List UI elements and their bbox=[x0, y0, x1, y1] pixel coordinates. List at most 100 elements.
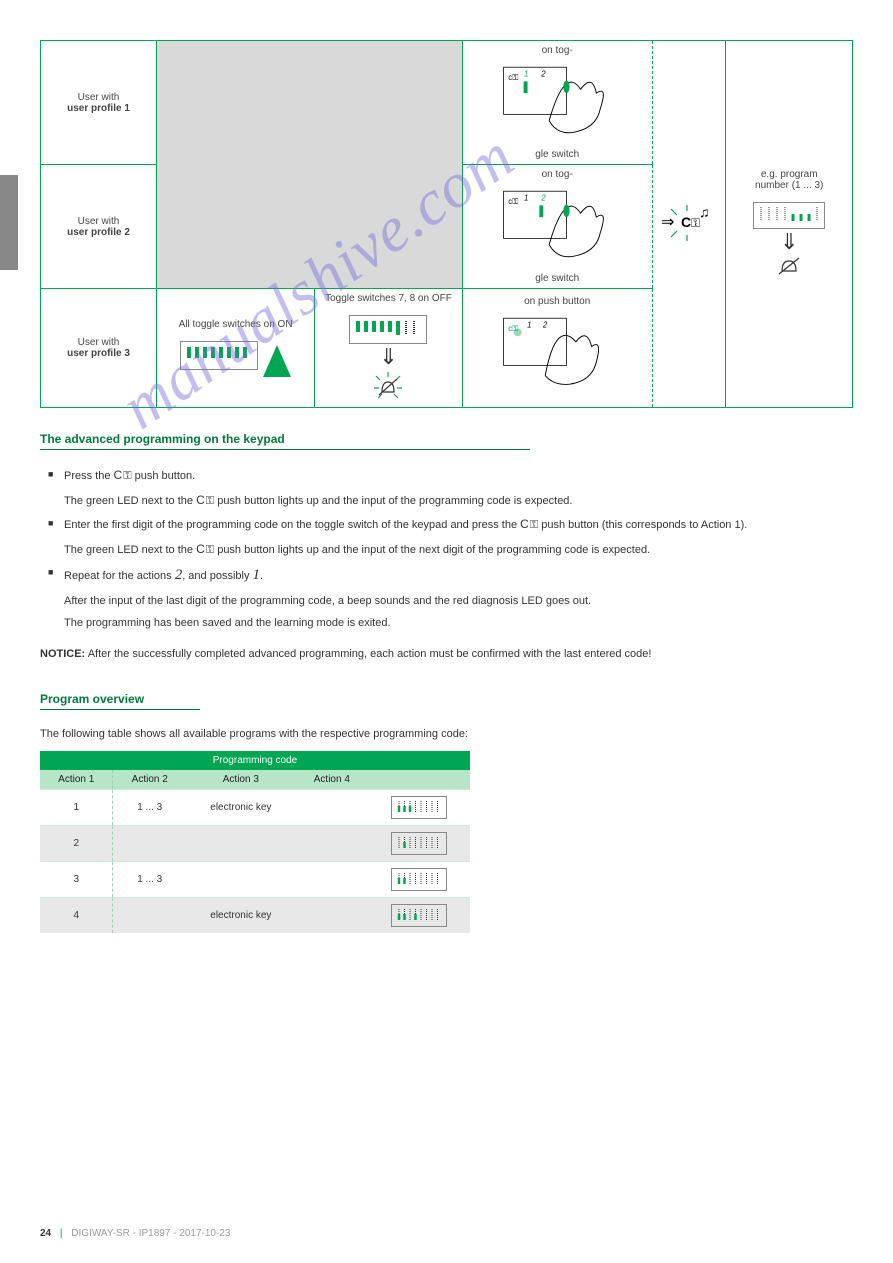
ckey-icon-2: C bbox=[196, 493, 214, 507]
grid-r2-caption-b: gle switch bbox=[535, 273, 579, 284]
svg-text:2: 2 bbox=[542, 321, 548, 330]
pt-sub-3: Action 3 bbox=[186, 770, 296, 790]
footer-divider: | bbox=[60, 1228, 63, 1239]
grid-r3-hand: on push button c⚿ 1 2 bbox=[462, 289, 652, 408]
mode-grid: User with user profile 1 on tog- c⚿ 1 2 … bbox=[40, 40, 853, 408]
pt-a1: 1 bbox=[40, 789, 113, 825]
s1-p1: Press the C push button. bbox=[40, 466, 790, 485]
grid-r1-caption-b: gle switch bbox=[535, 149, 579, 160]
grid-r2-hand: on tog- c⚿ 1 2 gle switch bbox=[462, 165, 652, 289]
grid-r2-label-b: user profile 2 bbox=[67, 227, 130, 238]
hand-push-icon: c⚿ 1 2 bbox=[502, 307, 612, 397]
grid-prog-a: e.g. program bbox=[761, 169, 818, 180]
program-table: Programming code Action 1 Action 2 Actio… bbox=[40, 751, 470, 933]
dip-example-icon bbox=[753, 202, 825, 229]
hand-toggle-1-icon: c⚿ 1 2 bbox=[502, 56, 612, 146]
grid-r3-caption: on push button bbox=[524, 296, 590, 307]
pt-header: Programming code bbox=[40, 751, 470, 770]
pt-a3 bbox=[186, 825, 296, 861]
pt-sub-2: Action 2 bbox=[113, 770, 186, 790]
notice-label: NOTICE: bbox=[40, 648, 85, 660]
grid-r3-allon: All toggle switches on ON bbox=[157, 289, 315, 408]
svg-text:⇒: ⇒ bbox=[661, 214, 674, 231]
section2-title: Program overview bbox=[40, 692, 200, 710]
svg-text:1: 1 bbox=[524, 70, 528, 79]
grid-r2-label-a: User with bbox=[78, 216, 120, 227]
pt-a2 bbox=[113, 825, 186, 861]
bell-radiate-icon bbox=[371, 370, 405, 400]
table-row: 2 bbox=[40, 825, 470, 861]
pt-sub-1: Action 1 bbox=[40, 770, 113, 790]
grid-prog-b: number (1 ... 3) bbox=[755, 180, 823, 191]
bell-crossed-icon bbox=[776, 255, 802, 277]
ckey-icon-3: C bbox=[520, 517, 538, 531]
svg-text:c⚿: c⚿ bbox=[508, 73, 518, 82]
page-content: User with user profile 1 on tog- c⚿ 1 2 … bbox=[0, 0, 893, 953]
grid-r2-caption-a: on tog- bbox=[542, 169, 573, 180]
grid-result-cell: ⇒ C ⚿ ♫ bbox=[652, 41, 726, 408]
svg-text:♫: ♫ bbox=[699, 204, 710, 220]
svg-text:1: 1 bbox=[527, 321, 531, 330]
pt-a2: 1 ... 3 bbox=[113, 789, 186, 825]
pt-a4 bbox=[296, 897, 368, 933]
grid-r3-78off-label: Toggle switches 7, 8 on OFF bbox=[325, 293, 452, 304]
svg-text:2: 2 bbox=[540, 70, 546, 79]
grid-r3-78off: Toggle switches 7, 8 on OFF ⇓ bbox=[315, 289, 463, 408]
pt-a1: 4 bbox=[40, 897, 113, 933]
dip-icon bbox=[391, 904, 447, 927]
arrow-down-icon: ⇓ bbox=[730, 229, 848, 255]
svg-text:1: 1 bbox=[524, 194, 528, 203]
grid-r1-label: User with user profile 1 bbox=[41, 41, 157, 165]
grid-r1-caption-a: on tog- bbox=[542, 45, 573, 56]
svg-text:2: 2 bbox=[540, 194, 546, 203]
ckey-icon-4: C bbox=[196, 542, 214, 556]
grid-r3-allon-label: All toggle switches on ON bbox=[179, 319, 293, 330]
pt-sub-4: Action 4 bbox=[296, 770, 368, 790]
pt-a4 bbox=[296, 861, 368, 897]
table-row: 11 ... 3electronic key bbox=[40, 789, 470, 825]
s1-note: NOTICE: After the successfully completed… bbox=[40, 646, 790, 663]
side-tab bbox=[0, 175, 18, 270]
pt-a3: electronic key bbox=[186, 897, 296, 933]
pt-a4 bbox=[296, 825, 368, 861]
pt-a3: electronic key bbox=[186, 789, 296, 825]
grid-r1-hand: on tog- c⚿ 1 2 gle switch bbox=[462, 41, 652, 165]
pt-dip bbox=[368, 825, 470, 861]
grid-r3-label-b: user profile 3 bbox=[67, 348, 130, 359]
pt-a1: 3 bbox=[40, 861, 113, 897]
pt-a1: 2 bbox=[40, 825, 113, 861]
pt-a2: 1 ... 3 bbox=[113, 861, 186, 897]
pt-dip bbox=[368, 897, 470, 933]
dip-icon bbox=[391, 832, 447, 855]
page-footer: 24 | DIGIWAY-SR - IP1897 - 2017-10-23 bbox=[40, 1228, 230, 1239]
grid-r2-label: User with user profile 2 bbox=[41, 165, 157, 289]
pt-a4 bbox=[296, 789, 368, 825]
dip-allon-icon bbox=[180, 341, 258, 370]
grid-r3-label-a: User with bbox=[78, 337, 120, 348]
s1-p2: The green LED next to the C push button … bbox=[40, 491, 790, 510]
s1-p5: Repeat for the actions 2, and possibly 1… bbox=[40, 564, 790, 587]
dip-78off-icon bbox=[349, 315, 427, 344]
hand-toggle-2-icon: c⚿ 1 2 bbox=[502, 180, 612, 270]
svg-text:C: C bbox=[681, 214, 691, 230]
notice-body: After the successfully completed advance… bbox=[88, 648, 652, 660]
ckey-icon: C bbox=[114, 468, 132, 482]
dip-icon bbox=[391, 796, 447, 819]
pt-sub-blank bbox=[368, 770, 470, 790]
grid-r1-label-b: user profile 1 bbox=[67, 103, 130, 114]
ckey-sound-icon: ⇒ C ⚿ ♫ bbox=[659, 203, 719, 243]
svg-text:c⚿: c⚿ bbox=[508, 197, 518, 206]
doc-id: DIGIWAY-SR - IP1897 - 2017-10-23 bbox=[71, 1228, 230, 1239]
program-table-wrap: Programming code Action 1 Action 2 Actio… bbox=[40, 751, 853, 933]
s1-p7: The programming has been saved and the l… bbox=[40, 615, 790, 632]
s1-p3: Enter the first digit of the programming… bbox=[40, 515, 790, 534]
dip-icon bbox=[391, 868, 447, 891]
table-row: 31 ... 3 bbox=[40, 861, 470, 897]
pt-a2 bbox=[113, 897, 186, 933]
grid-program-cell: e.g. program number (1 ... 3) ⇓ bbox=[726, 41, 853, 408]
grid-r1-label-a: User with bbox=[78, 92, 120, 103]
table-row: 4 electronic key bbox=[40, 897, 470, 933]
page-number: 24 bbox=[40, 1228, 51, 1239]
green-arrow-up-icon bbox=[263, 345, 291, 377]
grid-grey-area bbox=[157, 41, 463, 289]
